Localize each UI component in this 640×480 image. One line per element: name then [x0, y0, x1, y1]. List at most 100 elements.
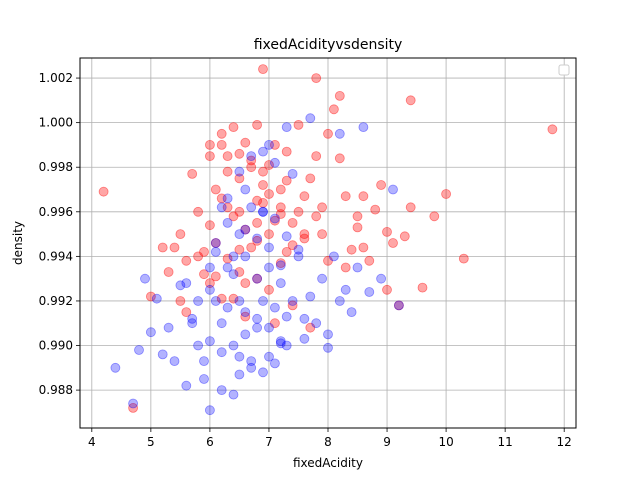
- scatter-point: [293, 251, 304, 262]
- y-axis-label: density: [11, 221, 25, 265]
- y-tick-label: 0.996: [39, 205, 73, 219]
- scatter-point: [216, 128, 227, 139]
- scatter-point: [258, 64, 268, 74]
- scatter-point: [163, 322, 174, 333]
- scatter-point: [275, 209, 286, 219]
- scatter-point: [269, 302, 280, 313]
- scatter-point: [252, 235, 263, 246]
- scatter-point: [334, 128, 345, 139]
- scatter-point: [264, 262, 274, 273]
- scatter-point: [399, 231, 410, 242]
- scatter-point: [311, 211, 322, 222]
- scatter-point: [293, 206, 304, 217]
- scatter-point: [216, 293, 227, 304]
- scatter-point: [222, 166, 233, 177]
- scatter-point: [275, 202, 286, 213]
- scatter-point: [458, 253, 469, 264]
- scatter-point: [269, 213, 280, 224]
- scatter-point: [264, 242, 274, 253]
- chart-title: fixedAcidityvsdensity: [254, 37, 403, 53]
- scatter-point: [305, 173, 316, 184]
- scatter-point: [246, 151, 257, 162]
- scatter-point: [134, 345, 144, 355]
- scatter-point: [340, 284, 351, 295]
- scatter-point: [216, 202, 227, 213]
- scatter-point: [234, 244, 245, 255]
- scatter-point: [547, 124, 558, 135]
- scatter-point: [181, 307, 192, 318]
- scatter-point: [311, 151, 322, 162]
- scatter-point: [269, 215, 280, 226]
- scatter-point: [293, 244, 304, 255]
- scatter-point: [234, 369, 245, 380]
- scatter-point: [216, 193, 227, 204]
- scatter-point: [352, 211, 363, 222]
- scatter-point: [157, 242, 168, 253]
- scatter-point: [234, 148, 245, 159]
- scatter-point: [264, 284, 274, 295]
- scatter-point: [311, 73, 322, 83]
- scatter-point: [393, 300, 404, 311]
- scatter-point: [323, 342, 333, 353]
- scatter-point: [193, 296, 204, 306]
- x-tick-label: 4: [88, 435, 96, 449]
- scatter-point: [193, 251, 204, 262]
- scatter-point: [299, 229, 310, 240]
- scatter-point: [382, 226, 392, 237]
- scatter-point: [210, 184, 221, 195]
- scatter-point: [246, 356, 257, 367]
- scatter-point: [210, 246, 221, 257]
- scatter-point: [258, 296, 268, 306]
- scatter-point: [228, 211, 239, 222]
- scatter-point: [240, 311, 251, 322]
- scatter-point: [258, 206, 268, 217]
- scatter-point: [199, 356, 209, 367]
- scatter-point: [269, 157, 280, 168]
- scatter-point: [317, 202, 328, 213]
- scatter-point: [204, 336, 215, 347]
- scatter-point: [246, 242, 257, 253]
- scatter-point: [352, 262, 363, 273]
- scatter-point: [246, 362, 257, 373]
- scatter-point: [258, 206, 268, 217]
- scatter-point: [258, 197, 268, 208]
- scatter-point: [275, 184, 286, 195]
- scatter-point: [364, 287, 375, 297]
- scatter-point: [269, 318, 280, 329]
- scatter-point: [287, 240, 298, 251]
- scatter-point: [281, 246, 292, 257]
- y-axis-ticks: 0.988 0.990 0.992 0.994 0.996 0.998 1.000 1.002: [39, 71, 80, 397]
- x-tick-label: 11: [498, 435, 513, 449]
- scatter-point: [305, 291, 316, 302]
- scatter-point: [311, 318, 322, 329]
- scatter-point: [405, 95, 416, 106]
- scatter-point: [157, 349, 168, 360]
- scatter-point: [429, 211, 440, 222]
- scatter-point: [287, 217, 298, 228]
- scatter-point: [199, 246, 209, 257]
- scatter-point: [204, 405, 215, 416]
- scatter-point: [252, 322, 263, 333]
- scatter-point: [358, 191, 369, 202]
- scatter-point: [264, 189, 274, 199]
- scatter-point: [287, 300, 298, 311]
- scatter-point: [222, 302, 233, 313]
- scatter-point: [323, 329, 333, 340]
- scatter-point: [358, 122, 369, 132]
- scatter-point: [240, 184, 251, 195]
- grid: [80, 58, 576, 428]
- x-axis-ticks: 4 5 6 7 8 9 10 11 12: [88, 428, 572, 449]
- scatter-point: [222, 262, 233, 273]
- scatter-point: [187, 318, 198, 329]
- scatter-point: [175, 296, 186, 306]
- scatter-point: [334, 153, 345, 164]
- scatter-point: [110, 362, 121, 373]
- scatter-point: [417, 282, 428, 293]
- scatter-point: [199, 374, 209, 384]
- scatter-point: [388, 238, 398, 248]
- scatter-point: [252, 273, 263, 284]
- scatter-point: [275, 336, 286, 347]
- scatter-point: [252, 273, 263, 284]
- y-tick-label: 0.994: [39, 249, 73, 263]
- scatter-point: [281, 146, 292, 157]
